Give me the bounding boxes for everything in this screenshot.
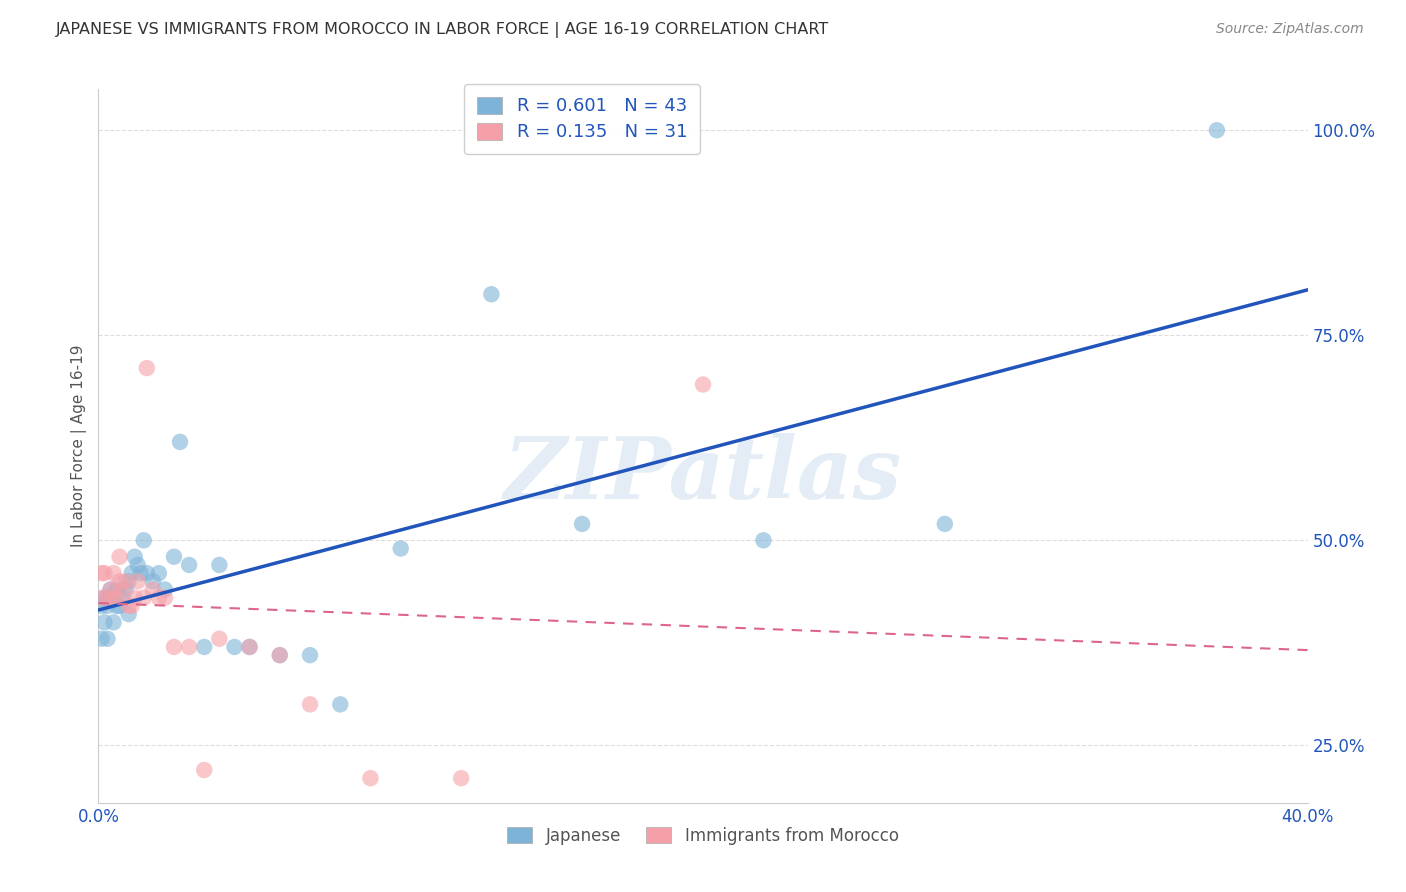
- Point: [108, 574, 131, 589]
- Point: [269, 648, 291, 662]
- Point: [179, 558, 201, 572]
- Point: [93, 591, 115, 605]
- Point: [132, 591, 155, 605]
- Point: [103, 566, 125, 581]
- Point: [193, 763, 215, 777]
- Point: [96, 632, 118, 646]
- Point: [148, 566, 170, 581]
- Point: [103, 591, 125, 605]
- Point: [90, 566, 112, 581]
- Text: Source: ZipAtlas.com: Source: ZipAtlas.com: [1216, 22, 1364, 37]
- Point: [103, 615, 125, 630]
- Point: [153, 582, 176, 597]
- Point: [127, 558, 149, 572]
- Point: [105, 582, 128, 597]
- Point: [571, 516, 593, 531]
- Point: [132, 533, 155, 548]
- Point: [118, 607, 141, 622]
- Point: [100, 582, 122, 597]
- Point: [118, 599, 141, 613]
- Point: [329, 698, 352, 712]
- Point: [96, 591, 118, 605]
- Text: ZIPatlas: ZIPatlas: [503, 433, 903, 516]
- Point: [108, 549, 131, 564]
- Point: [111, 582, 134, 597]
- Point: [193, 640, 215, 654]
- Point: [450, 771, 472, 785]
- Point: [114, 574, 136, 589]
- Point: [124, 549, 146, 564]
- Text: JAPANESE VS IMMIGRANTS FROM MOROCCO IN LABOR FORCE | AGE 16-19 CORRELATION CHART: JAPANESE VS IMMIGRANTS FROM MOROCCO IN L…: [56, 22, 830, 38]
- Y-axis label: In Labor Force | Age 16-19: In Labor Force | Age 16-19: [72, 344, 87, 548]
- Point: [90, 591, 112, 605]
- Point: [269, 648, 291, 662]
- Point: [389, 541, 412, 556]
- Point: [90, 632, 112, 646]
- Point: [148, 591, 170, 605]
- Point: [96, 599, 118, 613]
- Point: [129, 566, 152, 581]
- Point: [105, 599, 128, 613]
- Point: [179, 640, 201, 654]
- Point: [93, 566, 115, 581]
- Point: [163, 640, 186, 654]
- Point: [135, 361, 157, 376]
- Point: [100, 591, 122, 605]
- Point: [100, 582, 122, 597]
- Legend: Japanese, Immigrants from Morocco: Japanese, Immigrants from Morocco: [501, 821, 905, 852]
- Point: [103, 591, 125, 605]
- Point: [481, 287, 503, 301]
- Point: [1206, 123, 1229, 137]
- Point: [127, 574, 149, 589]
- Point: [142, 574, 165, 589]
- Point: [224, 640, 246, 654]
- Point: [208, 558, 231, 572]
- Point: [96, 591, 118, 605]
- Point: [111, 591, 134, 605]
- Point: [105, 591, 128, 605]
- Point: [169, 434, 191, 449]
- Point: [239, 640, 262, 654]
- Point: [153, 591, 176, 605]
- Point: [299, 648, 322, 662]
- Point: [299, 698, 322, 712]
- Point: [124, 591, 146, 605]
- Point: [135, 566, 157, 581]
- Point: [208, 632, 231, 646]
- Point: [239, 640, 262, 654]
- Point: [114, 582, 136, 597]
- Point: [93, 615, 115, 630]
- Point: [118, 574, 141, 589]
- Point: [108, 599, 131, 613]
- Point: [121, 566, 143, 581]
- Point: [142, 582, 165, 597]
- Point: [934, 516, 956, 531]
- Point: [360, 771, 382, 785]
- Point: [121, 599, 143, 613]
- Point: [163, 549, 186, 564]
- Point: [752, 533, 775, 548]
- Point: [90, 599, 112, 613]
- Point: [692, 377, 714, 392]
